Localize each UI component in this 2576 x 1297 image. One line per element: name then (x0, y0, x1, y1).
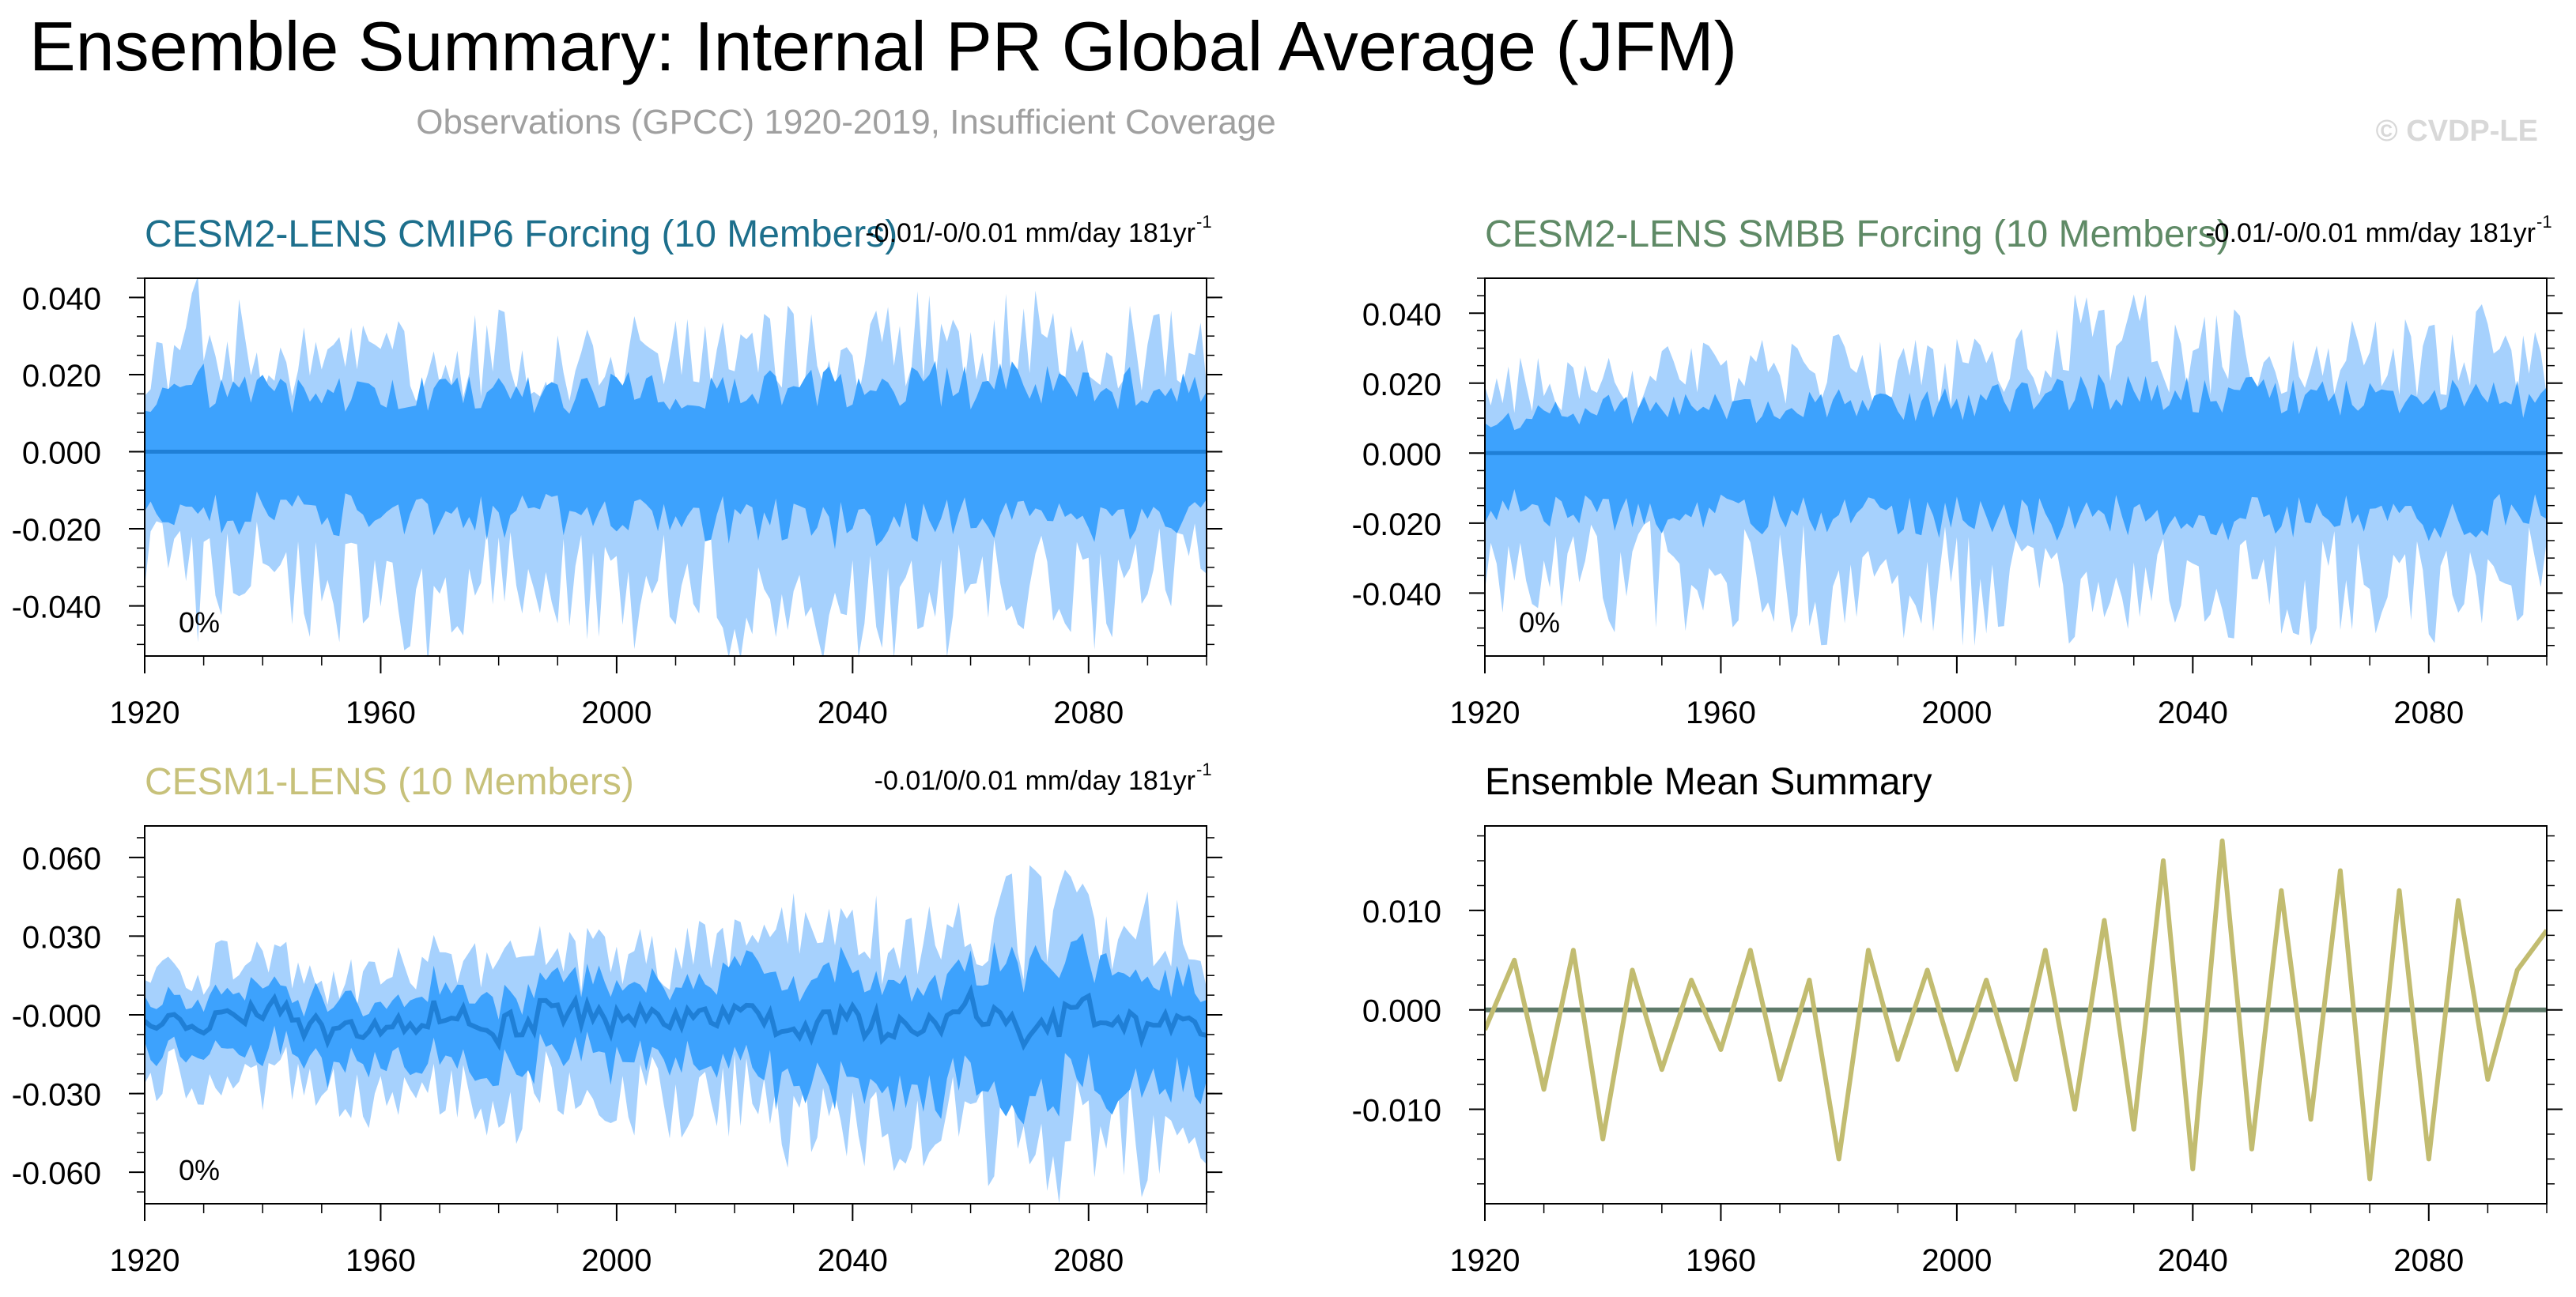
panel-grid: 0.040 0.020 0.000 -0.020 -0.040 1920 1960 2000 2… (12, 212, 2563, 1278)
x-tick-label: 2040 (818, 1243, 888, 1278)
y-tick-label: 0.020 (1362, 368, 1441, 402)
y-tick-label: 0.000 (1362, 994, 1441, 1029)
x-tick-label: 1920 (110, 696, 180, 730)
x-tick-label: 2000 (1921, 696, 1992, 730)
y-tick-label: -0.040 (1352, 577, 1441, 612)
panel-title: CESM2-LENS SMBB Forcing (10 Members) (1485, 213, 2230, 255)
panel-summary: 0.010 0.000 -0.010 1920 1960 2000 2040 2080 Ense… (1352, 761, 2563, 1278)
plot-area-summary (1485, 838, 2547, 1182)
panel-cmip6: 0.040 0.020 0.000 -0.020 -0.040 1920 1960 2000 2… (12, 212, 1222, 730)
y-tick-label: -0.040 (12, 590, 101, 625)
figure-subtitle: Observations (GPCC) 1920-2019, Insuffici… (416, 103, 1276, 141)
y-tick-label: 0.010 (1362, 895, 1441, 929)
y-tick-label: 0.020 (22, 359, 101, 394)
x-tick-label: 1920 (110, 1243, 180, 1278)
y-tick-label: 0.060 (22, 842, 101, 877)
trend-label-exponent: -1 (1196, 760, 1212, 779)
panel-title: CESM2-LENS CMIP6 Forcing (10 Members) (145, 213, 897, 255)
y-tick-label: 0.040 (22, 281, 101, 316)
percent-label: 0% (179, 1154, 220, 1186)
x-tick-label: 2000 (1921, 1243, 1992, 1278)
panel-title: CESM1-LENS (10 Members) (145, 761, 634, 803)
x-tick-label: 1960 (1686, 696, 1756, 730)
y-tick-label: -0.010 (1352, 1094, 1441, 1129)
percent-label: 0% (1519, 606, 1560, 639)
ensemble-mean-line (145, 984, 1207, 1051)
y-tick-label: -0.000 (12, 999, 101, 1034)
x-tick-label: 2080 (2393, 1243, 2464, 1278)
panel-smbb: 0.040 0.020 0.000 -0.020 -0.040 1920 1960 2000 2… (1352, 212, 2563, 730)
y-tick-label: 0.040 (1362, 297, 1441, 332)
y-tick-label: -0.060 (12, 1156, 101, 1191)
inner-range-band (145, 360, 1207, 549)
trend-label: -0.01/-0/0.01 mm/day 181yr (2205, 218, 2536, 248)
x-tick-label: 2000 (581, 1243, 652, 1278)
plot-area-cmip6 (145, 278, 1207, 656)
x-tick-label: 1920 (1450, 696, 1520, 730)
trend-label-exponent: -1 (1196, 212, 1212, 232)
watermark: © CVDP-LE (2376, 115, 2538, 148)
y-tick-label: -0.030 (12, 1078, 101, 1113)
x-tick-label: 1960 (346, 1243, 416, 1278)
x-tick-label: 1920 (1450, 1243, 1520, 1278)
cesm1-mean-line (1485, 838, 2547, 1182)
x-tick-label: 2040 (818, 696, 888, 730)
y-tick-label: 0.030 (22, 920, 101, 955)
inner-range-band (145, 933, 1207, 1125)
x-tick-label: 2080 (2393, 696, 2464, 730)
x-tick-label: 2040 (2158, 696, 2228, 730)
x-tick-label: 2080 (1053, 696, 1124, 730)
panel-cesm1: 0.060 0.030 -0.000 -0.030 -0.060 1920 1960 2000… (12, 760, 1222, 1278)
x-tick-label: 2000 (581, 696, 652, 730)
y-tick-label: 0.000 (22, 435, 101, 470)
panel-title: Ensemble Mean Summary (1485, 761, 1932, 803)
plot-area-cesm1 (145, 865, 1207, 1204)
percent-label: 0% (179, 606, 220, 639)
x-tick-label: 2080 (1053, 1243, 1124, 1278)
inner-range-band (1485, 374, 2547, 541)
x-tick-label: 1960 (1686, 1243, 1756, 1278)
x-tick-label: 1960 (346, 696, 416, 730)
trend-label-exponent: -1 (2536, 212, 2552, 232)
y-tick-label: -0.020 (12, 513, 101, 548)
trend-label: -0.01/0/0.01 mm/day 181yr (874, 766, 1195, 796)
plot-area-smbb (1485, 294, 2547, 647)
y-tick-label: -0.020 (1352, 507, 1441, 542)
trend-label: -0.01/-0/0.01 mm/day 181yr (865, 218, 1195, 248)
x-tick-label: 2040 (2158, 1243, 2228, 1278)
y-tick-label: 0.000 (1362, 437, 1441, 472)
figure-title: Ensemble Summary: Internal PR Global Ave… (29, 7, 1737, 85)
